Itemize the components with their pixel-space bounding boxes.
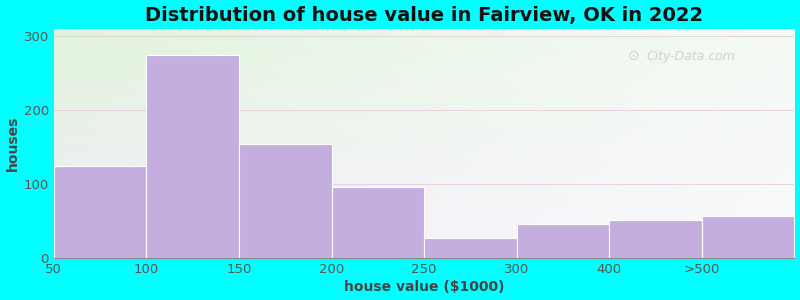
Y-axis label: houses: houses — [6, 116, 19, 171]
Bar — [610, 220, 702, 258]
Text: City-Data.com: City-Data.com — [646, 50, 735, 63]
Bar — [239, 144, 331, 258]
Bar — [702, 216, 794, 258]
X-axis label: house value ($1000): house value ($1000) — [344, 280, 504, 294]
Bar — [424, 238, 517, 258]
Title: Distribution of house value in Fairview, OK in 2022: Distribution of house value in Fairview,… — [145, 6, 703, 25]
Bar — [54, 166, 146, 258]
Text: ⊙: ⊙ — [628, 50, 639, 63]
Bar — [331, 187, 424, 258]
Bar — [517, 224, 610, 258]
Bar — [146, 55, 239, 258]
